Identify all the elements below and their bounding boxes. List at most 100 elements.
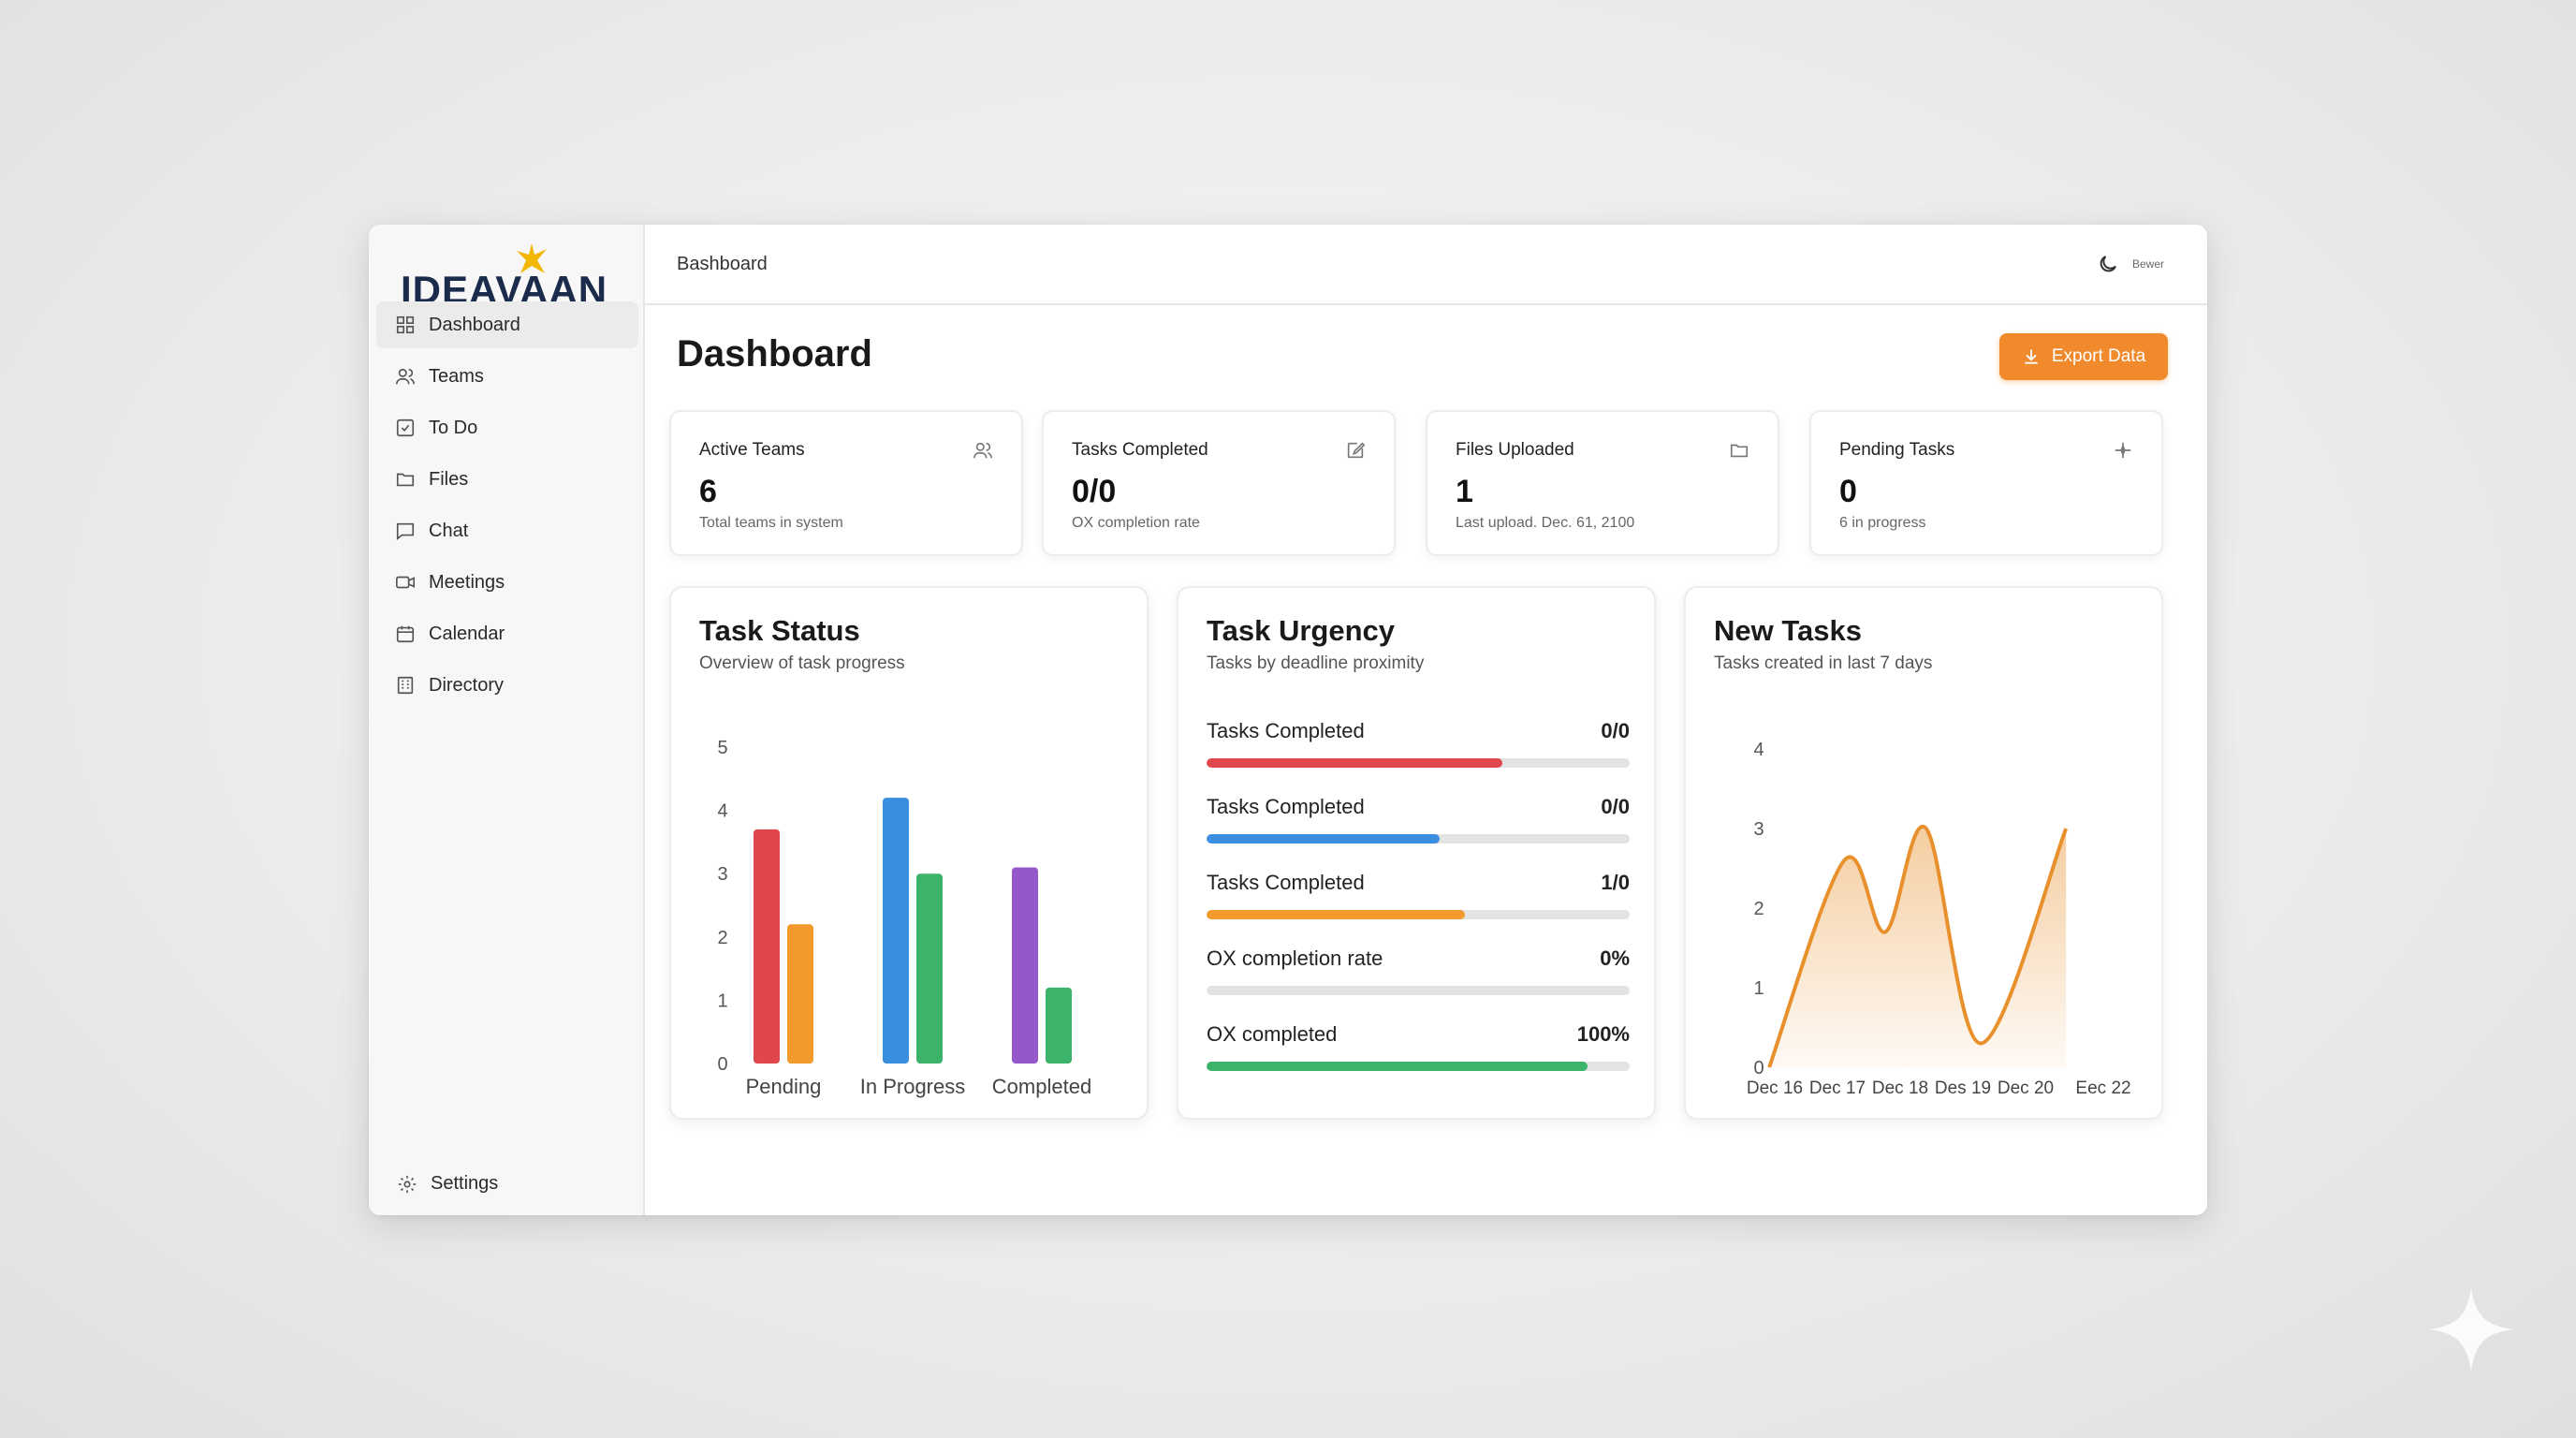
bar [787, 924, 813, 1064]
sidebar-item-files[interactable]: Files [376, 456, 638, 503]
sidebar-item-calendar[interactable]: Calendar [376, 610, 638, 657]
checkbox-icon [396, 418, 415, 437]
y-tick-label: 2 [717, 928, 727, 948]
progress-track [1207, 986, 1630, 995]
stat-subtext: Last upload. Dec. 61, 2100 [1456, 515, 1635, 531]
sidebar-item-directory[interactable]: Directory [376, 662, 638, 709]
new-tasks-chart: 0 1 2 3 4 Dec 16 Dec 17 Dec 18 Des 19 Dec 20 Eec 2… [1747, 740, 2131, 1098]
urgency-label: Tasks Completed [1207, 871, 1365, 894]
chat-icon [396, 522, 415, 540]
stat-card-files-uploaded: Files Uploaded 1 Last upload. Dec. 61, 2… [1426, 410, 1779, 556]
stat-subtext: 6 in progress [1839, 515, 1926, 531]
x-tick-label: In Progress [860, 1075, 966, 1098]
task-urgency-panel: Task Urgency Tasks by deadline proximity… [1177, 586, 1656, 1120]
x-tick-label: Dec 17 [1809, 1078, 1866, 1098]
edit-icon [1347, 442, 1366, 459]
sidebar-item-label: Chat [429, 520, 469, 541]
area-line [1767, 824, 2069, 1068]
y-tick-label: 4 [1753, 740, 1764, 760]
sidebar-item-todo[interactable]: To Do [376, 404, 638, 451]
directory-icon [397, 676, 414, 695]
sidebar-item-meetings[interactable]: Meetings [376, 559, 638, 606]
stat-card-active-teams: Active Teams 6 Total teams in system [669, 410, 1023, 556]
progress-fill [1207, 834, 1440, 844]
y-tick-label: 4 [717, 801, 727, 822]
gear-icon [398, 1175, 417, 1193]
stat-card-pending-tasks: Pending Tasks 0 6 in progress [1809, 410, 2163, 556]
page-title: Dashboard [677, 333, 872, 374]
bar [916, 873, 943, 1064]
x-tick-label: Dec 16 [1747, 1078, 1803, 1098]
export-data-button[interactable]: Export Data [1999, 333, 2168, 380]
sidebar-item-label: Meetings [429, 571, 505, 593]
sidebar-item-label: Directory [429, 674, 505, 696]
progress-fill [1207, 1062, 1588, 1071]
users-icon [396, 368, 415, 385]
folder-icon [396, 473, 415, 487]
x-tick-label: Dec 20 [1998, 1078, 2054, 1098]
task-status-panel: Task Status Overview of task progress 0 1… [669, 586, 1149, 1120]
progress-fill [1207, 758, 1503, 768]
stat-value: 0/0 [1072, 474, 1117, 509]
x-tick-label: Des 19 [1935, 1078, 1991, 1098]
urgency-value: 0/0 [1601, 719, 1630, 742]
app-window: IDEAVAAN Dashboard Teams To Do Files Cha… [369, 225, 2207, 1215]
main-content: Dashboard Export Data Active Teams 6 Tot… [645, 305, 2207, 1215]
y-tick-label: 5 [717, 738, 727, 758]
urgency-label: Tasks Completed [1207, 719, 1365, 742]
sidebar-item-label: To Do [429, 417, 478, 438]
sidebar-item-chat[interactable]: Chat [376, 507, 638, 554]
bar [1046, 987, 1072, 1064]
moon-icon[interactable] [2097, 253, 2119, 275]
urgency-label: OX completion rate [1207, 946, 1383, 970]
y-tick-label: 0 [717, 1054, 727, 1075]
sidebar-item-label: Calendar [429, 623, 505, 644]
progress-track [1207, 910, 1630, 919]
bar [1012, 867, 1038, 1064]
urgency-value: 0/0 [1601, 795, 1630, 818]
sidebar-item-settings[interactable]: Settings [397, 1173, 498, 1195]
user-menu[interactable]: Bewer [2131, 257, 2164, 271]
x-tick-label: Eec 22 [2075, 1078, 2130, 1098]
sidebar-item-dashboard[interactable]: Dashboard [376, 301, 638, 348]
sidebar-item-label: Dashboard [429, 314, 520, 335]
urgency-value: 0% [1600, 946, 1630, 970]
bar [754, 829, 780, 1064]
download-icon [2025, 349, 2038, 364]
sidebar-item-teams[interactable]: Teams [376, 353, 638, 400]
panel-subtitle: Tasks created in last 7 days [1714, 653, 1933, 673]
sidebar-item-label: Files [429, 468, 469, 490]
y-tick-label: 1 [717, 990, 727, 1011]
calendar-icon [396, 625, 415, 643]
y-tick-label: 2 [1753, 899, 1764, 919]
settings-label: Settings [431, 1173, 499, 1194]
task-status-chart: 0 1 2 3 4 5 Pending In Progress Completed [717, 738, 1091, 1098]
progress-track [1207, 834, 1630, 844]
urgency-value: 1/0 [1601, 871, 1630, 894]
topbar: Bashboard Bewer [645, 225, 2207, 305]
sidebar: IDEAVAAN Dashboard Teams To Do Files Cha… [369, 225, 645, 1215]
stat-label: Pending Tasks [1839, 440, 1955, 460]
stat-label: Files Uploaded [1456, 440, 1574, 460]
panel-title: New Tasks [1714, 614, 1862, 647]
x-tick-label: Completed [992, 1075, 1091, 1098]
stat-value: 6 [699, 474, 717, 509]
y-tick-label: 0 [1753, 1058, 1764, 1078]
stat-subtext: Total teams in system [699, 515, 843, 531]
x-tick-label: Pending [746, 1075, 822, 1098]
panel-title: Task Urgency [1207, 614, 1396, 647]
sidebar-nav: Dashboard Teams To Do Files Chat Meeting… [376, 301, 638, 713]
stat-label: Tasks Completed [1072, 440, 1208, 460]
urgency-value: 100% [1576, 1022, 1630, 1046]
stat-label: Active Teams [699, 440, 805, 460]
export-data-label: Export Data [2051, 346, 2146, 366]
sidebar-item-label: Teams [429, 365, 484, 387]
panel-subtitle: Overview of task progress [699, 653, 905, 673]
stat-value: 0 [1839, 474, 1857, 509]
progress-track [1207, 1062, 1630, 1071]
folder-icon [1730, 444, 1749, 458]
breadcrumb: Bashboard [677, 253, 768, 274]
sparkle-icon [2115, 442, 2131, 459]
progress-fill [1207, 910, 1465, 919]
sparkle-watermark-icon [2429, 1287, 2513, 1372]
